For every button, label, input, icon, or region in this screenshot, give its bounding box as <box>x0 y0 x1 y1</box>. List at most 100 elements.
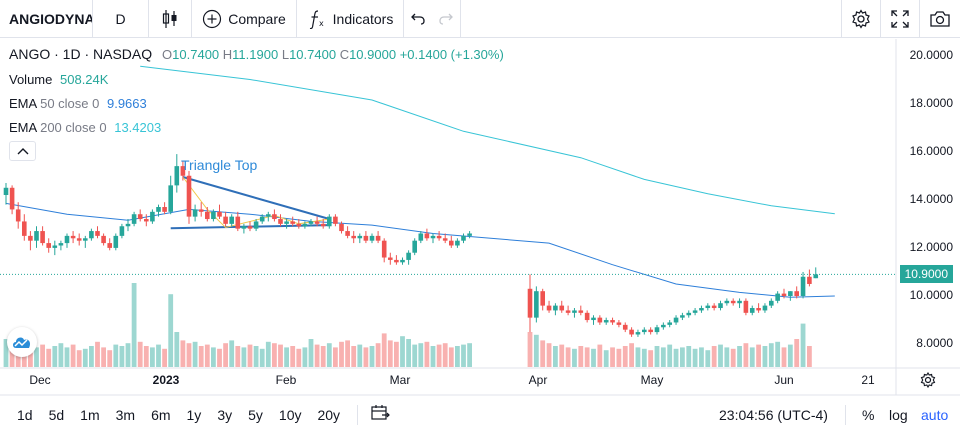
volume-bar <box>559 344 565 367</box>
volume-bar <box>198 346 204 367</box>
candles <box>3 154 819 337</box>
candle <box>15 202 21 229</box>
high-value: 11.1900 <box>232 47 279 62</box>
chart-type-button[interactable] <box>149 0 191 38</box>
range-button-1m[interactable]: 1m <box>80 406 100 423</box>
range-button-3y[interactable]: 3y <box>217 406 233 423</box>
candle-body <box>749 308 755 313</box>
candle-body <box>591 317 596 321</box>
candle <box>622 322 628 333</box>
top-toolbar: ANGIODYNA D Compare x Indicators <box>0 0 960 38</box>
range-button-1d[interactable]: 1d <box>17 406 33 423</box>
tradingview-logo[interactable] <box>7 327 37 357</box>
volume-bar <box>400 336 405 367</box>
compare-button[interactable]: Compare <box>192 0 296 38</box>
volume-bar <box>597 344 603 367</box>
time-axis-label: Jun <box>774 373 794 387</box>
fullscreen-icon <box>891 9 909 28</box>
ema200-legend[interactable]: EMA 200 close 0 13.4203 <box>9 120 161 135</box>
candle-body <box>610 320 615 323</box>
candle-body <box>95 231 100 236</box>
divider <box>919 0 920 38</box>
volume-value: 508.24K <box>60 72 109 87</box>
price-axis-label: 20.0000 <box>909 47 953 62</box>
ema50-legend[interactable]: EMA 50 close 0 9.9663 <box>9 96 147 111</box>
candle-body <box>296 223 302 227</box>
candle-body <box>424 233 430 239</box>
volume-bar <box>101 347 106 367</box>
range-button-3m[interactable]: 3m <box>115 406 136 423</box>
volume-bar <box>730 348 736 367</box>
range-button-10y[interactable]: 10y <box>278 406 302 423</box>
candle-body <box>113 235 119 248</box>
candle <box>192 204 198 222</box>
screenshot-button[interactable] <box>920 0 960 38</box>
candle <box>648 327 653 335</box>
volume-bar <box>749 347 755 367</box>
candle <box>22 214 27 241</box>
candle-body <box>235 216 241 229</box>
candle <box>673 315 679 325</box>
candle-body <box>144 219 149 222</box>
candle-body <box>223 216 228 224</box>
redo-button[interactable] <box>432 0 460 38</box>
volume-legend[interactable]: Volume 508.24K <box>9 72 108 87</box>
collapse-legend-button[interactable] <box>9 141 36 161</box>
compare-label: Compare <box>228 10 286 27</box>
log-toggle[interactable]: log <box>889 406 908 423</box>
range-button-20y[interactable]: 20y <box>317 406 341 423</box>
volume-bar <box>58 343 64 367</box>
candle-body <box>730 300 736 304</box>
indicators-button[interactable]: x Indicators <box>297 0 403 38</box>
candle <box>635 329 641 337</box>
volume-bar <box>82 348 88 367</box>
fullscreen-button[interactable] <box>881 0 919 38</box>
candle-body <box>418 233 424 241</box>
price-axis-label: 16.0000 <box>909 143 953 158</box>
candle-body <box>381 240 387 258</box>
auto-toggle[interactable]: auto <box>921 406 949 423</box>
candle <box>559 300 565 313</box>
volume-bar <box>724 347 730 367</box>
svg-text:x: x <box>319 19 324 28</box>
volume-bar <box>46 348 52 367</box>
candle-body <box>58 243 64 246</box>
candle <box>235 211 241 232</box>
candle <box>578 305 584 316</box>
candle <box>603 317 609 325</box>
volume-bar <box>553 346 558 367</box>
candle-body <box>351 235 356 239</box>
divider <box>357 404 359 425</box>
change-value: +0.1400 (+1.30%) <box>399 47 504 62</box>
candle <box>527 274 533 333</box>
candle <box>272 209 277 222</box>
candle-body <box>436 235 442 239</box>
ema200-line <box>140 65 835 215</box>
candle-body <box>327 216 332 227</box>
range-button-1y[interactable]: 1y <box>186 406 202 423</box>
candle <box>186 170 192 224</box>
candle <box>572 308 577 318</box>
range-button-5y[interactable]: 5y <box>248 406 263 423</box>
candle-body <box>540 291 545 306</box>
candle-body <box>756 308 761 311</box>
interval-button[interactable]: D <box>115 10 126 27</box>
volume-bar <box>461 344 466 367</box>
volume-bar <box>394 341 399 367</box>
candle <box>150 209 155 224</box>
volume-bar <box>204 344 210 367</box>
symbol-search[interactable]: ANGIODYNA <box>9 10 92 27</box>
date-range-button[interactable] <box>370 405 390 424</box>
divider <box>148 0 149 38</box>
volume-bar <box>565 347 571 367</box>
range-button-6m[interactable]: 6m <box>151 406 171 423</box>
settings-button[interactable] <box>842 0 880 38</box>
pattern-label[interactable]: Triangle Top <box>181 157 258 173</box>
undo-button[interactable] <box>404 0 432 38</box>
axis-settings-button[interactable] <box>920 371 936 393</box>
candle <box>113 233 119 251</box>
candle-body <box>180 166 186 176</box>
percent-toggle[interactable]: % <box>862 406 875 423</box>
range-button-5d[interactable]: 5d <box>48 406 65 423</box>
